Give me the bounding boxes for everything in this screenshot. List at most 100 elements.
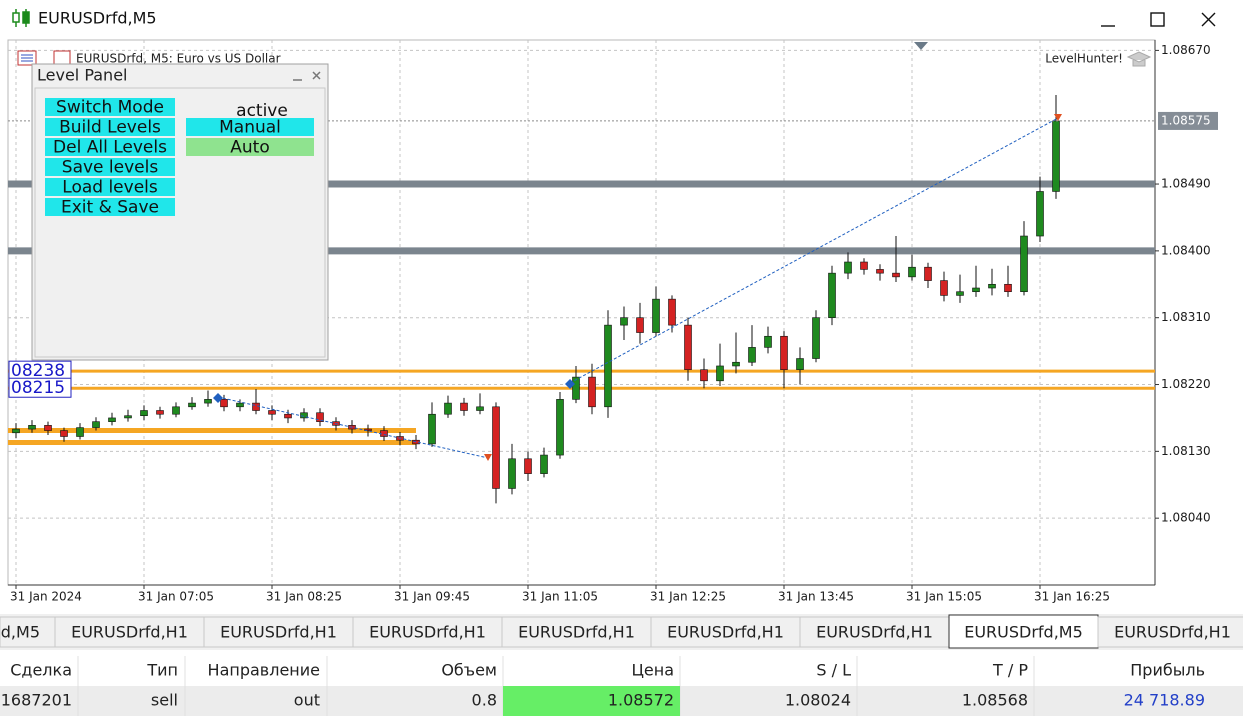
candle-body xyxy=(12,428,20,434)
chart-icons xyxy=(17,50,71,66)
panel-button[interactable] xyxy=(45,158,175,176)
candle-body xyxy=(940,280,948,296)
price-cell-highlight xyxy=(503,686,680,716)
candle xyxy=(476,393,484,415)
table-cell: 1.08572 xyxy=(608,691,674,710)
mode-button-label[interactable]: Manual xyxy=(219,118,281,138)
candle xyxy=(140,405,148,421)
candle-body xyxy=(540,454,548,474)
candle xyxy=(732,332,740,374)
tab-label[interactable]: EURUSDrfd,H1 xyxy=(220,623,337,642)
candle-body xyxy=(668,298,676,326)
panel-button[interactable] xyxy=(45,118,175,136)
tab-label[interactable]: EURUSDrfd,H1 xyxy=(816,623,933,642)
candle xyxy=(668,295,676,333)
table-cell: sell xyxy=(151,691,178,710)
tab-label[interactable]: EURUSDrfd,H1 xyxy=(369,623,486,642)
candle xyxy=(620,306,628,340)
candle-body xyxy=(44,425,52,431)
tab-label[interactable]: EURUSDrfd,H1 xyxy=(667,623,784,642)
candle xyxy=(860,258,868,275)
candle-body xyxy=(428,413,436,445)
tab[interactable] xyxy=(650,616,801,648)
candle xyxy=(876,264,884,281)
tab[interactable] xyxy=(54,616,205,648)
x-tick-label: 31 Jan 07:05 xyxy=(138,590,214,604)
candle-body xyxy=(28,425,36,430)
candle xyxy=(540,447,548,478)
panel-inner xyxy=(34,87,326,358)
tab[interactable] xyxy=(799,616,950,648)
y-tick-label: 1.08310 xyxy=(1161,310,1211,324)
table-header: Сделка xyxy=(10,661,72,680)
mode-button-label[interactable]: Auto xyxy=(230,138,269,158)
candle-body xyxy=(828,272,836,318)
x-tick-label: 31 Jan 16:25 xyxy=(1034,590,1110,604)
panel-button[interactable] xyxy=(45,178,175,196)
tab-label[interactable]: EURUSDrfd,H1 xyxy=(1114,623,1231,642)
tab[interactable] xyxy=(203,616,354,648)
candle-body xyxy=(220,399,228,408)
indicator-icon xyxy=(1126,51,1152,67)
candle xyxy=(156,406,164,419)
candle-body xyxy=(476,406,484,411)
candle xyxy=(604,310,612,418)
candle-body xyxy=(908,266,916,278)
candle xyxy=(572,365,580,404)
candle-body xyxy=(812,317,820,359)
panel-button[interactable] xyxy=(45,138,175,156)
panel-button-label[interactable]: Load levels xyxy=(62,178,158,198)
candle-body xyxy=(796,358,804,370)
panel-button-label[interactable]: Exit & Save xyxy=(61,198,159,218)
candle xyxy=(12,423,20,438)
candle xyxy=(588,363,596,415)
close-button[interactable] xyxy=(1201,12,1216,27)
candle-body xyxy=(956,291,964,296)
candle-body xyxy=(188,402,196,408)
panel-button-label[interactable]: Switch Mode xyxy=(56,98,164,118)
candle-body xyxy=(780,335,788,370)
candle xyxy=(1004,265,1012,297)
candle xyxy=(204,390,212,407)
panel-button-label[interactable]: Build Levels xyxy=(59,118,161,138)
table-header: Направление xyxy=(208,661,320,680)
candle-body xyxy=(268,410,276,415)
candle xyxy=(220,394,228,412)
table-cell: out xyxy=(294,691,320,710)
candle-body xyxy=(1052,120,1060,192)
table-header: S / L xyxy=(816,661,851,680)
panel-button-label[interactable]: Save levels xyxy=(62,158,159,178)
tab-label[interactable]: EURUSDrfd,H1 xyxy=(71,623,188,642)
maximize-button[interactable] xyxy=(1150,12,1165,27)
tab[interactable] xyxy=(1097,616,1243,648)
candle xyxy=(268,405,276,421)
tab-label[interactable]: d,M5 xyxy=(1,623,40,642)
candle-body xyxy=(316,412,324,422)
panel-button-label[interactable]: Del All Levels xyxy=(53,138,167,158)
table-cell: 1.08568 xyxy=(962,691,1028,710)
mode-button[interactable] xyxy=(186,138,314,156)
candle xyxy=(60,427,68,442)
candle xyxy=(188,397,196,410)
y-tick-label: 1.08130 xyxy=(1161,444,1211,458)
candle-body xyxy=(1004,283,1012,293)
candle-body xyxy=(156,410,164,415)
candle-body xyxy=(684,324,692,370)
panel-close[interactable] xyxy=(312,71,321,80)
tab-label[interactable]: EURUSDrfd,H1 xyxy=(518,623,635,642)
candle xyxy=(236,399,244,412)
candle-body xyxy=(860,261,868,270)
candle xyxy=(716,343,724,387)
panel-button[interactable] xyxy=(45,98,175,116)
candle-body xyxy=(572,376,580,400)
candle xyxy=(444,395,452,418)
panel-button[interactable] xyxy=(45,198,175,216)
candle-body xyxy=(764,335,772,348)
candle xyxy=(1020,221,1028,296)
mode-button[interactable] xyxy=(186,118,314,136)
tab-label[interactable]: EURUSDrfd,M5 xyxy=(964,623,1083,642)
candle-body xyxy=(300,412,308,419)
candle xyxy=(492,402,500,504)
